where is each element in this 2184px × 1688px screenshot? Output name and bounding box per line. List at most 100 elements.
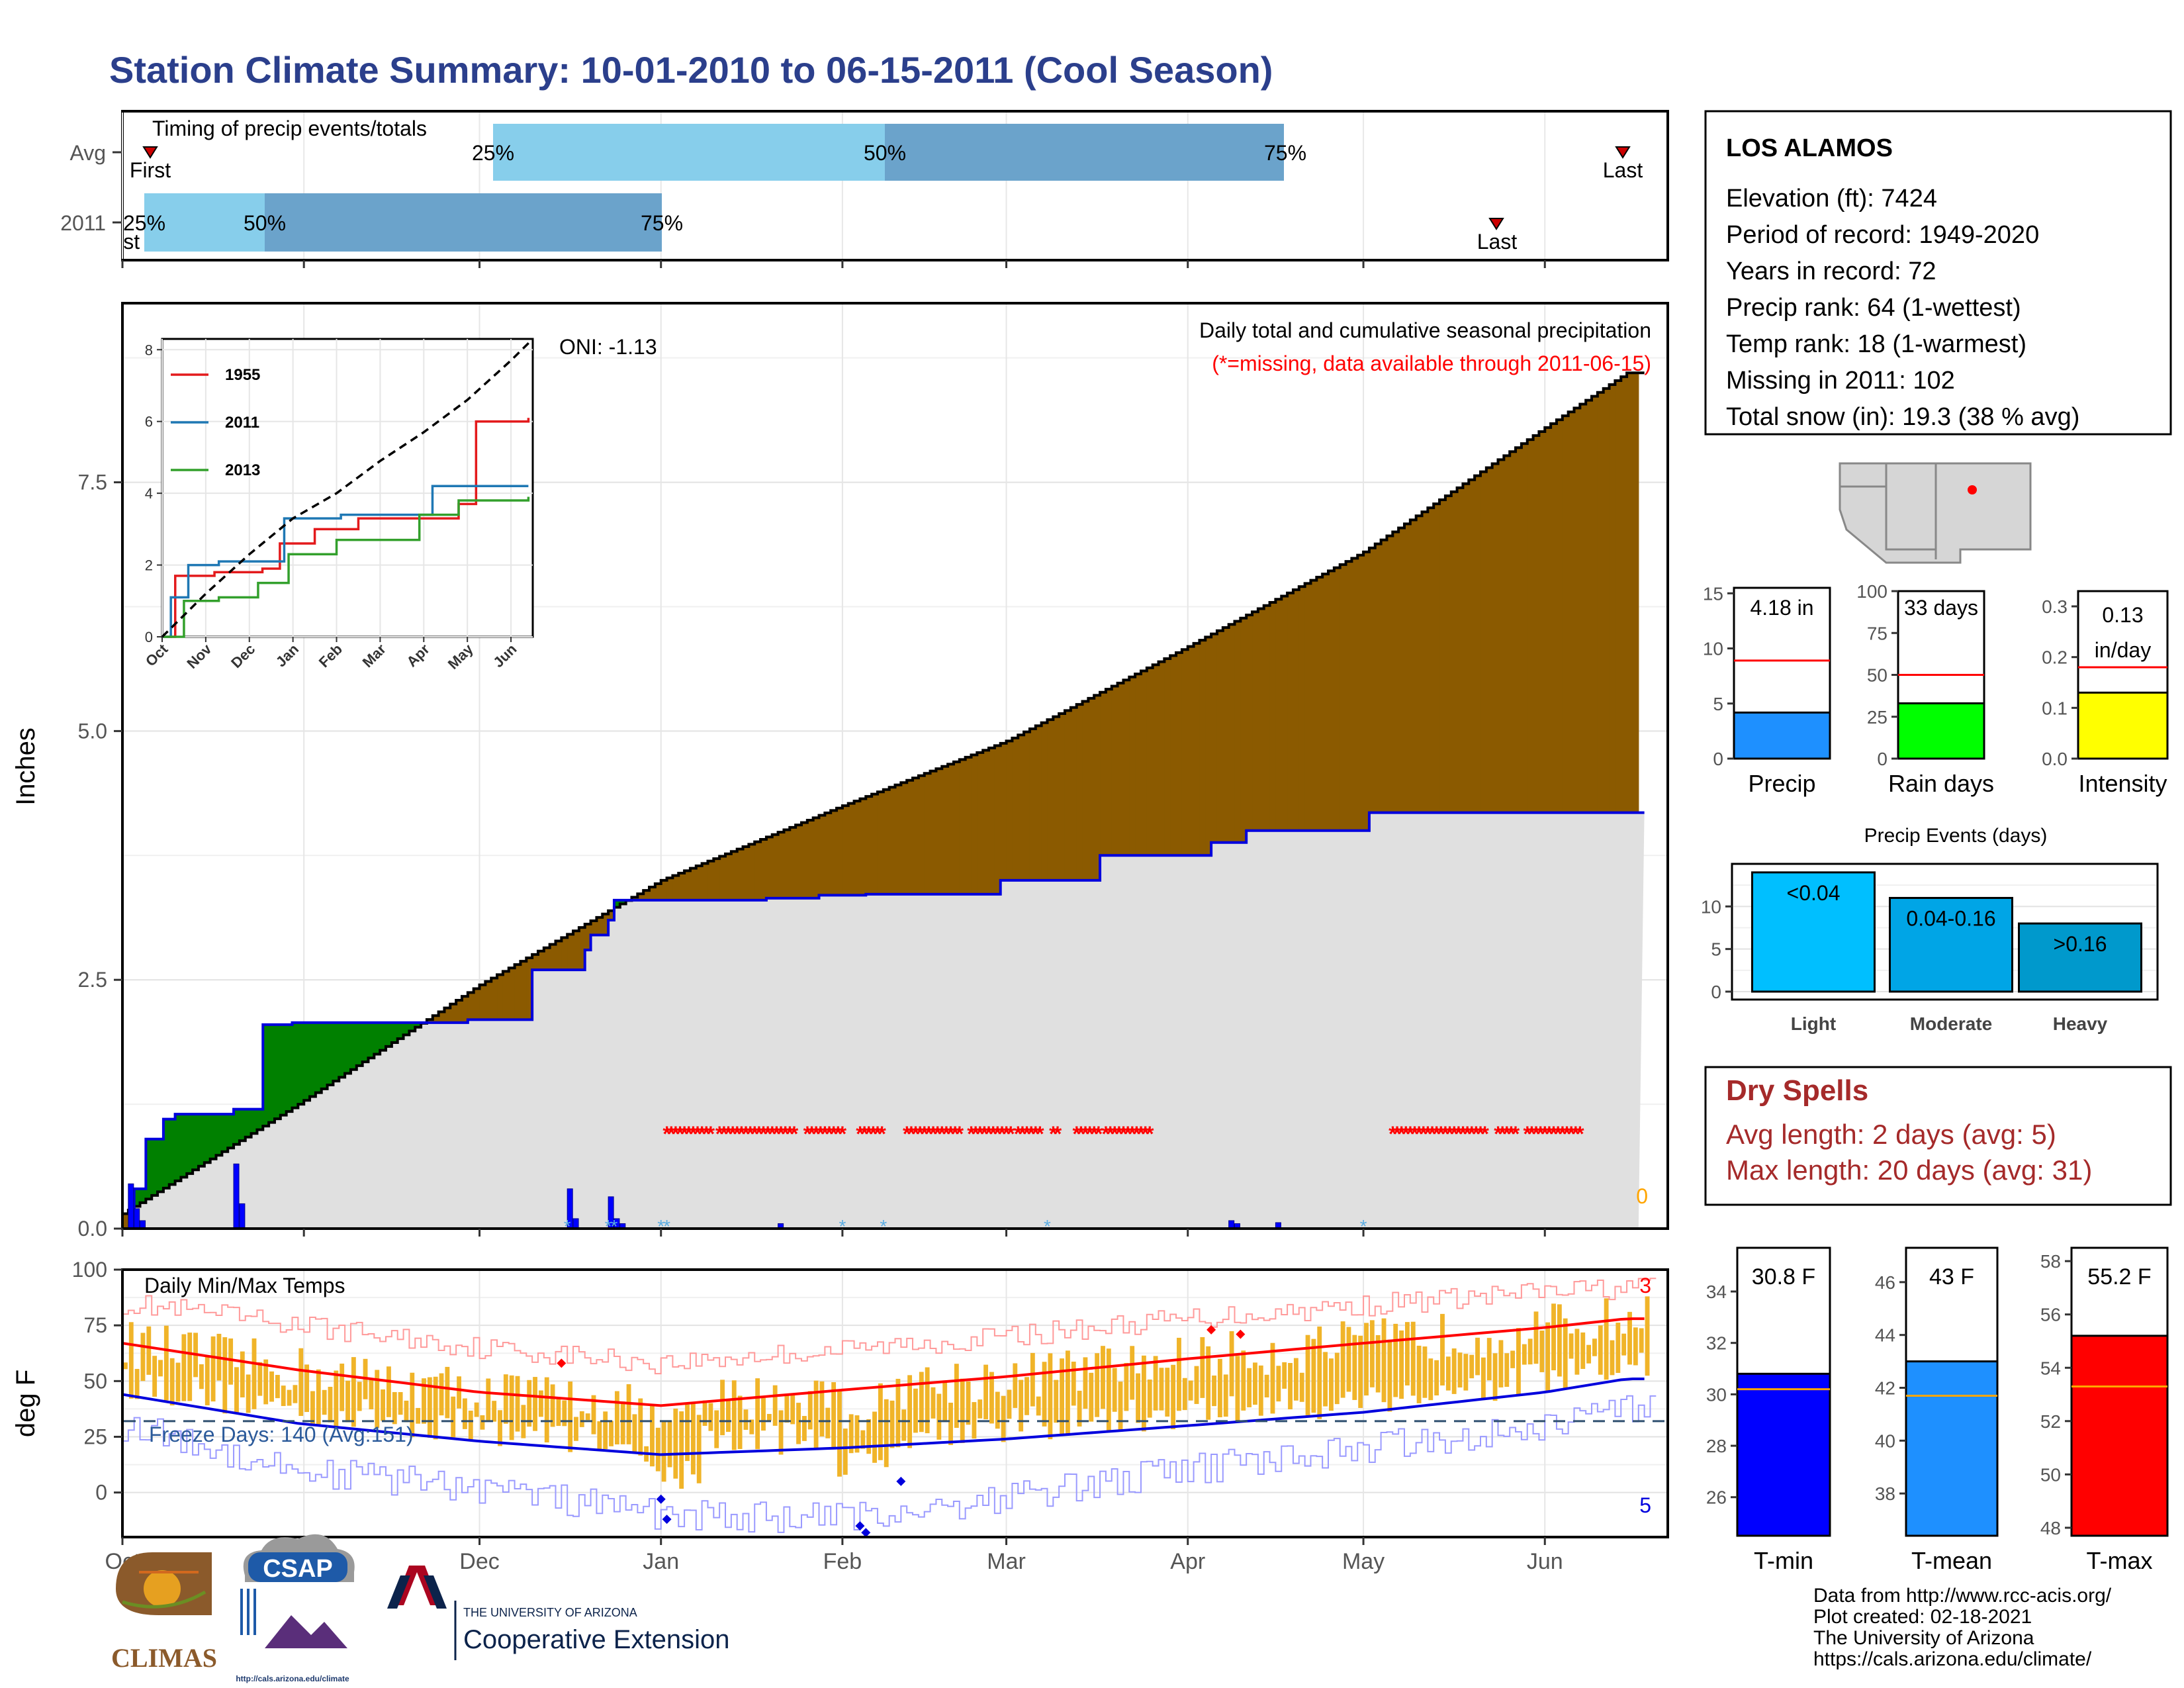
- precip-corner-count: 0: [1636, 1184, 1648, 1208]
- daily-temp-bar: [1188, 1380, 1193, 1401]
- record-high-line: [122, 1278, 1657, 1375]
- precip-y-tick-label: 0.0: [78, 1217, 107, 1241]
- daily-temp-bar: [1563, 1318, 1568, 1388]
- daily-temp-bar: [404, 1400, 409, 1423]
- missing-day-marker: *: [989, 1122, 997, 1146]
- daily-precip-bar: [572, 1218, 579, 1229]
- missing-day-marker: *: [839, 1122, 847, 1146]
- daily-temp-bar: [234, 1367, 239, 1414]
- precip-deficit-segment: [965, 757, 972, 894]
- precip-deficit-segment: [831, 810, 837, 896]
- precip-deficit-segment: [1293, 589, 1300, 831]
- record-high-marker: [1206, 1325, 1216, 1335]
- dry-spells-max: Max length: 20 days (avg: 31): [1726, 1154, 2092, 1186]
- daily-temp-bar: [369, 1378, 374, 1410]
- daily-temp-bar: [1486, 1338, 1492, 1381]
- precip-deficit-segment: [796, 825, 802, 898]
- precip-surplus-segment: [210, 1114, 217, 1159]
- precip-deficit-segment: [754, 841, 761, 900]
- precip-deficit-segment: [1257, 608, 1265, 831]
- precip-deficit-segment: [1504, 455, 1510, 813]
- daily-temp-bar: [1200, 1336, 1205, 1398]
- precip-deficit-segment: [1047, 720, 1054, 880]
- daily-temp-bar: [527, 1380, 532, 1427]
- daily-temp-bar: [1054, 1380, 1059, 1423]
- precip-deficit-segment: [1275, 599, 1282, 831]
- missing-day-marker: *: [985, 1122, 993, 1146]
- intensity-axis-label: Intensity: [2078, 770, 2167, 797]
- precip-deficit-segment: [918, 775, 925, 894]
- daily-temp-bar: [614, 1391, 619, 1445]
- precip-deficit-segment: [719, 856, 726, 900]
- precip-deficit-segment: [713, 859, 720, 900]
- tmax-y-tick-label: 50: [2040, 1464, 2061, 1485]
- daily-temp-bar: [544, 1377, 549, 1443]
- missing-day-marker: *: [1023, 1122, 1031, 1146]
- station-precip-rank: Precip rank: 64 (1-wettest): [1726, 294, 2021, 322]
- timing-2011-bar-25-50: [144, 193, 265, 252]
- daily-temp-bar: [690, 1403, 696, 1475]
- precip-surplus-segment: [391, 1022, 398, 1043]
- daily-temp-bar: [1212, 1375, 1216, 1407]
- daily-temp-bar: [1492, 1353, 1498, 1401]
- tmax-axis-label: T-max: [2086, 1547, 2152, 1574]
- timing-avg-25-label: 25%: [472, 141, 514, 165]
- missing-day-marker: *: [1571, 1122, 1580, 1146]
- month-axis-label: Dec: [459, 1549, 499, 1574]
- precip-deficit-segment: [1252, 612, 1259, 831]
- daily-temp-bar: [1639, 1328, 1644, 1353]
- daily-temp-bar: [1604, 1298, 1609, 1380]
- daily-temp-bar: [1522, 1344, 1527, 1365]
- record-low-marker: [855, 1521, 865, 1531]
- rain-days-chart: 0 25 50 75 100 33 days Rain days: [1856, 581, 1994, 797]
- inset-y-tick-label: 4: [145, 485, 153, 502]
- record-high-count: 3: [1639, 1274, 1651, 1297]
- precip-deficit-segment: [532, 954, 539, 970]
- precip-surplus-segment: [280, 1024, 287, 1115]
- daily-temp-bar: [357, 1382, 362, 1411]
- timing-avg-last-label: Last: [1603, 158, 1643, 182]
- daily-temp-bar: [743, 1409, 749, 1430]
- precip-deficit-segment: [1433, 504, 1440, 813]
- daily-temp-bar: [304, 1364, 310, 1413]
- missing-day-marker: *: [764, 1122, 772, 1146]
- daily-temp-bar: [1124, 1362, 1129, 1411]
- temp-y-tick-label: 100: [72, 1258, 107, 1282]
- precip-surplus-segment: [345, 1022, 351, 1074]
- precip-deficit-segment: [1117, 682, 1124, 856]
- missing-day-marker: *: [942, 1122, 951, 1146]
- precip-deficit-segment: [1545, 427, 1551, 813]
- missing-day-marker: *: [1397, 1122, 1406, 1146]
- csap-logo: CSAP http://cals.arizona.edu/climate: [236, 1534, 355, 1683]
- precip-deficit-segment: [813, 818, 820, 898]
- missing-day-marker: *: [993, 1122, 1002, 1146]
- precip-surplus-segment: [368, 1022, 375, 1058]
- missing-day-marker: *: [1428, 1122, 1437, 1146]
- tmax-y-tick-label: 54: [2040, 1358, 2061, 1378]
- credits: Data from http://www.rcc-acis.org/ Plot …: [1813, 1585, 2112, 1670]
- precip-deficit-segment: [707, 861, 714, 900]
- precip-deficit-segment: [1123, 680, 1130, 856]
- location-map: [1839, 462, 2032, 564]
- daily-temp-bar: [515, 1376, 520, 1432]
- precip-deficit-segment: [491, 978, 498, 1020]
- record-low-marker: [896, 1476, 906, 1486]
- daily-temp-bar: [585, 1413, 590, 1421]
- events-y-tick-label: 10: [1701, 896, 1721, 917]
- daily-temp-bar: [287, 1389, 292, 1406]
- precip-deficit-segment: [913, 778, 919, 894]
- precip-surplus-segment: [619, 900, 627, 904]
- missing-day-marker: *: [1527, 1122, 1536, 1146]
- precip-deficit-segment: [1140, 671, 1148, 856]
- missing-day-marker: *: [1095, 1122, 1103, 1146]
- tmean-bar: [1905, 1360, 1999, 1537]
- precip-deficit-segment: [1199, 640, 1206, 856]
- precip-event-bar: [1751, 871, 1876, 993]
- daily-temp-bar: [1177, 1337, 1181, 1411]
- missing-day-marker: *: [998, 1122, 1007, 1146]
- rain-days-y-tick-label: 100: [1856, 581, 1888, 602]
- missing-day-marker: *: [759, 1122, 768, 1146]
- missing-day-marker: *: [733, 1122, 741, 1146]
- credit-line-1: Data from http://www.rcc-acis.org/: [1813, 1585, 2112, 1607]
- missing-day-marker: *: [1450, 1122, 1459, 1146]
